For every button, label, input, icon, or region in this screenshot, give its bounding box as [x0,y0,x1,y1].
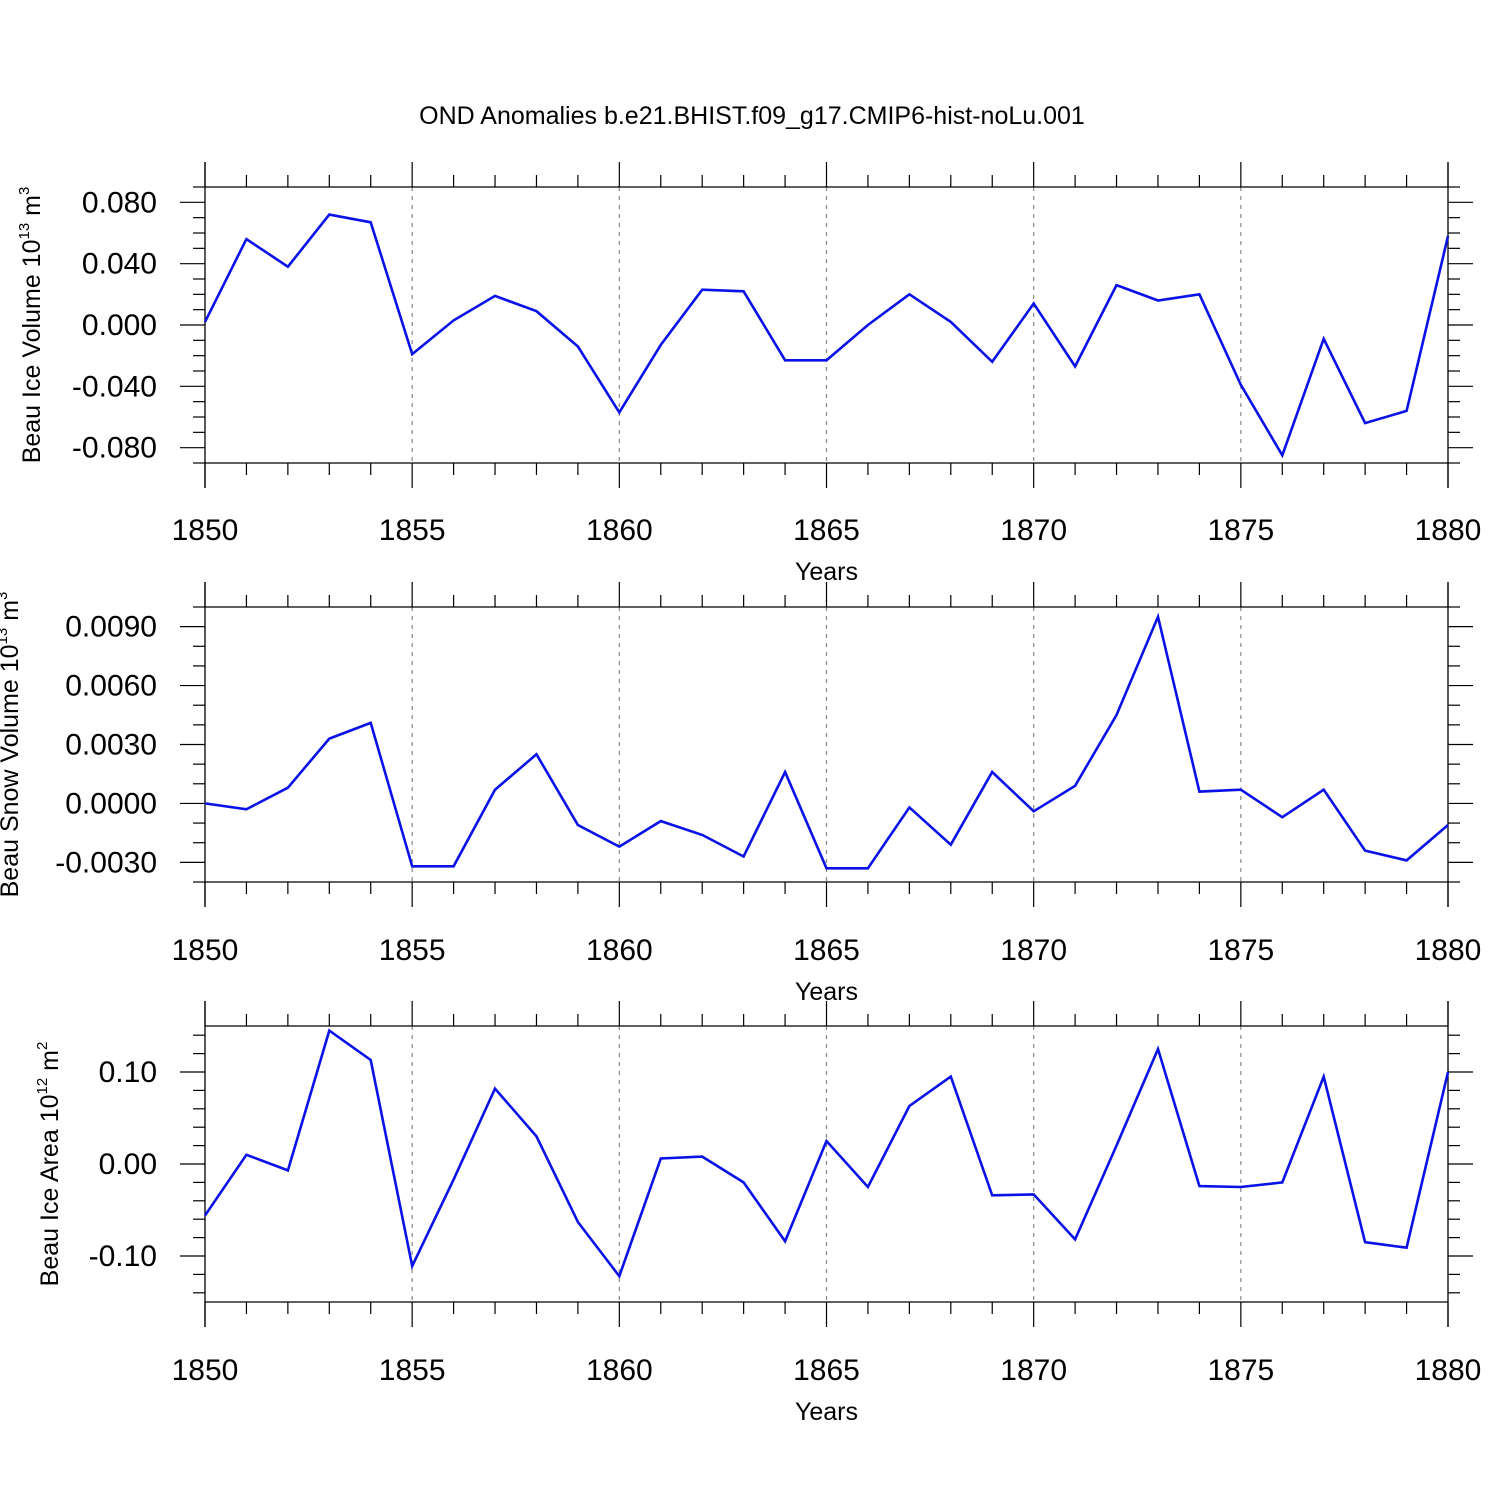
x-tick-label: 1875 [1207,514,1274,547]
y-tick-label: 0.040 [82,248,157,281]
x-axis-title: Years [795,558,858,586]
chart-panel-2: 1850 1855 1860 1865 1870 1875 1880Years0.00900… [0,582,1481,1006]
y-tick-label: -0.10 [89,1240,157,1273]
y-tick-label: 0.0060 [65,670,157,703]
x-tick-label: 1880 [1415,1354,1482,1387]
series-line [204,612,1449,870]
x-tick-label: 1860 [586,1354,653,1387]
x-tick-label: 1855 [379,514,446,547]
y-tick-label: 0.00 [99,1148,157,1181]
y-tick-label: -0.080 [72,432,157,465]
chart-panel-3: 1850 1855 1860 1865 1870 1875 1880 Years 0.10 0.0… [34,1001,1481,1426]
y-tick-label: 0.10 [99,1056,157,1089]
y-axis-title: Beau Ice Volume 1013 m3 [16,187,46,464]
x-axis-title: Years [795,1398,858,1426]
x-tick-label: 1850 [172,514,239,547]
x-tick-label: 1850 [172,934,239,967]
y-axis-title-unit-exponent: 3 [16,187,33,195]
y-tick-label: -0.040 [72,370,157,403]
x-tick-label: 1870 [1000,1354,1067,1387]
y-axis-title: Beau Ice Area 1012 m2 [34,1042,64,1287]
x-tick-label: 1850 [172,1354,239,1387]
x-tick-label: 1880 [1415,514,1482,547]
y-axis-title-unit-exponent: 3 [0,592,11,600]
y-axis-title-unit: m [18,195,46,223]
x-tick-label: 1870 [1000,514,1067,547]
y-tick-label: -0.0030 [55,846,157,879]
y-axis-title-unit: m [36,1050,64,1078]
chart-panels: 1850 1855 1860 1865 1870 1875 1880 Years 0.080 0.… [0,162,1481,1426]
x-tick-label: 1870 [1000,934,1067,967]
y-axis-title-unit-exponent: 2 [34,1042,51,1050]
y-tick-label: 0.0090 [65,611,157,644]
x-tick-label: 1855 [379,1354,446,1387]
chart-title: OND Anomalies b.e21.BHIST.f09_g17.CMIP6-… [419,102,1085,130]
y-tick-label: 0.080 [82,186,157,219]
y-axis-title-text: Beau Snow Volume 10 [0,644,24,897]
series-line [203,213,1450,459]
x-tick-label: 1880 [1415,934,1482,967]
series-line [203,1028,1450,1279]
x-tick-label: 1865 [793,934,860,967]
y-axis-title-exponent: 13 [0,628,11,645]
y-axis-title-unit: m [0,600,24,628]
x-tick-label: 1855 [379,934,446,967]
y-tick-label: 0.000 [82,309,157,342]
y-tick-label: 0.0000 [65,787,157,820]
y-axis-title-exponent: 12 [34,1078,51,1095]
chart-panel-1: 1850 1855 1860 1865 1870 1875 1880 Years 0.080 0.… [16,162,1481,586]
y-axis-title-exponent: 13 [16,223,33,240]
x-tick-label: 1875 [1207,934,1274,967]
x-tick-label: 1865 [793,514,860,547]
y-axis-title-text: Beau Ice Volume 10 [18,240,46,464]
y-axis-title: Beau Snow Volume 1013 m3 [0,592,24,898]
y-tick-label: 0.0030 [65,729,157,762]
y-axis-title-text: Beau Ice Area 10 [36,1095,64,1287]
x-tick-label: 1860 [586,514,653,547]
x-tick-label: 1875 [1207,1354,1274,1387]
x-tick-label: 1865 [793,1354,860,1387]
x-tick-label: 1860 [586,934,653,967]
